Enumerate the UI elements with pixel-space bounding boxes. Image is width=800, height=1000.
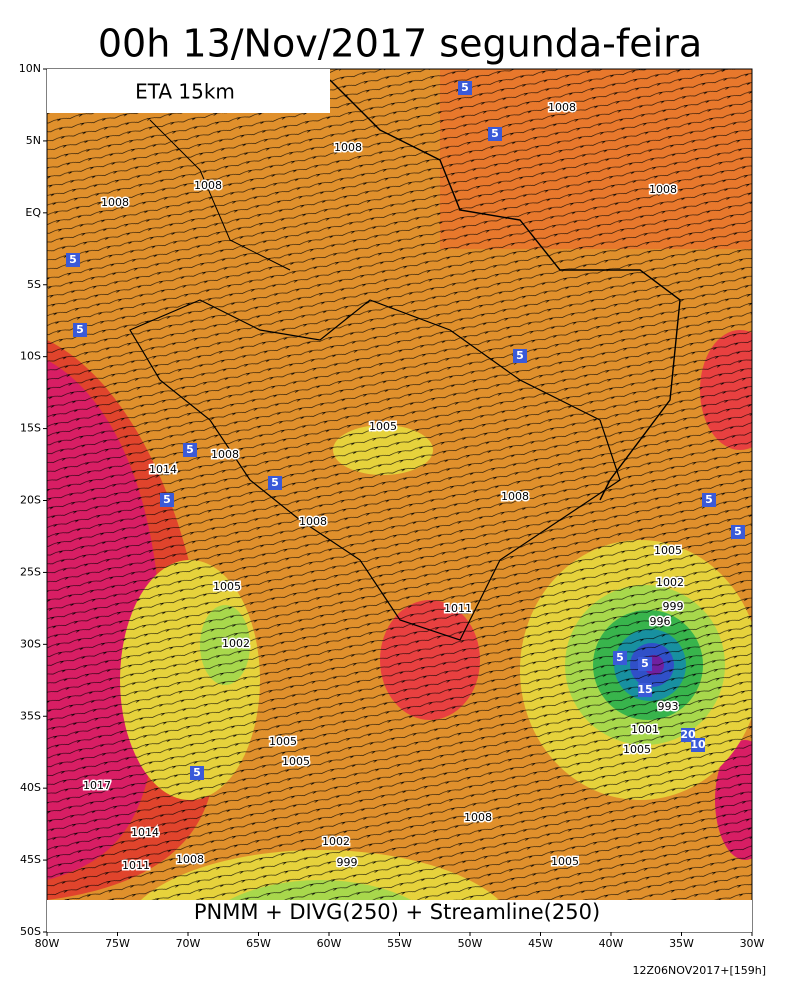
isobar-label: 1001 [631, 723, 659, 736]
isobar-label: 1008 [194, 179, 222, 192]
lat-tick-label: 15S [20, 422, 41, 435]
divergence-label-box [488, 127, 502, 141]
divergence-label: 20 [680, 728, 696, 741]
lat-tick-label: 5S [27, 278, 41, 291]
isobar-label: 1002 [322, 835, 350, 848]
isobar-label: 1008 [211, 448, 239, 461]
isobar-label: 1002 [656, 576, 684, 589]
lat-tick-label: 5N [26, 134, 41, 147]
lon-tick-label: 80W [35, 937, 60, 950]
lat-tick-label: 45S [20, 853, 41, 866]
isobar-label: 999 [663, 600, 684, 613]
lat-tick-label: 25S [20, 565, 41, 578]
divergence-label-box [66, 253, 80, 267]
lon-tick-label: 65W [246, 937, 271, 950]
run-label: 12Z06NOV2017+[159h] [632, 964, 766, 977]
isobar-label: 1014 [149, 463, 177, 476]
divergence-label: 5 [163, 493, 171, 506]
isobar-label: 1014 [131, 826, 159, 839]
isobar-label: 993 [658, 700, 679, 713]
divergence-label: 10 [690, 738, 706, 751]
isobar-label: 1005 [369, 420, 397, 433]
divergence-label-box [268, 476, 282, 490]
divergence-label-box [702, 493, 716, 507]
divergence-label-box [458, 81, 472, 95]
divergence-label: 5 [461, 81, 469, 94]
lon-tick-label: 50W [458, 937, 483, 950]
isobar-label: 1005 [623, 743, 651, 756]
lat-tick-label: 50S [20, 925, 41, 938]
divergence-label: 5 [491, 127, 499, 140]
isobar-label: 1008 [299, 515, 327, 528]
divergence-label-box [731, 525, 745, 539]
isobar-label: 1008 [548, 101, 576, 114]
lon-tick-label: 75W [105, 937, 130, 950]
isobar-label: 1005 [654, 544, 682, 557]
isobar-label: 1011 [444, 602, 472, 615]
divergence-label: 5 [186, 443, 194, 456]
divergence-label: 5 [705, 493, 713, 506]
isobar-label: 996 [650, 615, 671, 628]
divergence-label-box [160, 493, 174, 507]
isobar-label: 1008 [649, 183, 677, 196]
isobar-label: 1017 [83, 779, 111, 792]
isobar-label: 1008 [176, 853, 204, 866]
lon-tick-label: 60W [317, 937, 342, 950]
divergence-label-box [183, 443, 197, 457]
isobar-label: 1011 [122, 859, 150, 872]
lon-tick-label: 70W [176, 937, 201, 950]
lon-tick-label: 40W [599, 937, 624, 950]
divergence-label: 5 [734, 525, 742, 538]
divergence-label-box [638, 683, 652, 697]
model-box [47, 69, 330, 113]
isobar-label: 1005 [269, 735, 297, 748]
lon-tick-label: 55W [387, 937, 412, 950]
lat-tick-label: 20S [20, 494, 41, 507]
divergence-label: 5 [516, 349, 524, 362]
divergence-label-box [638, 657, 652, 671]
isobar-label: 1008 [334, 141, 362, 154]
isobar-label: 1005 [282, 755, 310, 768]
divergence-label-box [190, 766, 204, 780]
map-field [47, 69, 752, 932]
model-label: ETA 15km [135, 80, 235, 104]
isobar-label: 1005 [213, 580, 241, 593]
isobar-label: 1005 [551, 855, 579, 868]
lon-tick-label: 30W [740, 937, 765, 950]
map-title: 00h 13/Nov/2017 segunda-feira [98, 22, 702, 66]
divergence-label: 5 [69, 253, 77, 266]
lat-tick-label: EQ [25, 206, 41, 219]
divergence-label: 5 [76, 323, 84, 336]
isobar-label: 1008 [101, 196, 129, 209]
divergence-label-box [73, 323, 87, 337]
lat-tick-label: 35S [20, 709, 41, 722]
fields-label: PNMM + DIVG(250) + Streamline(250) [194, 900, 600, 924]
isobar-label: 999 [337, 856, 358, 869]
divergence-label: 15 [637, 683, 652, 696]
lat-tick-label: 30S [20, 637, 41, 650]
lon-tick-label: 35W [669, 937, 694, 950]
divergence-label-box [513, 349, 527, 363]
divergence-label: 5 [641, 657, 649, 670]
isobar-label: 1008 [464, 811, 492, 824]
lon-tick-label: 45W [528, 937, 553, 950]
isobar-label: 1002 [222, 637, 250, 650]
divergence-label: 5 [616, 651, 624, 664]
divergence-label-box [691, 738, 705, 752]
lat-tick-label: 10S [20, 350, 41, 363]
legend-band [47, 900, 752, 932]
divergence-label-box [613, 651, 627, 665]
isobar-label: 1008 [501, 490, 529, 503]
divergence-label: 5 [193, 766, 201, 779]
lat-tick-label: 10N [19, 62, 41, 75]
divergence-label: 5 [271, 476, 279, 489]
lat-tick-label: 40S [20, 781, 41, 794]
